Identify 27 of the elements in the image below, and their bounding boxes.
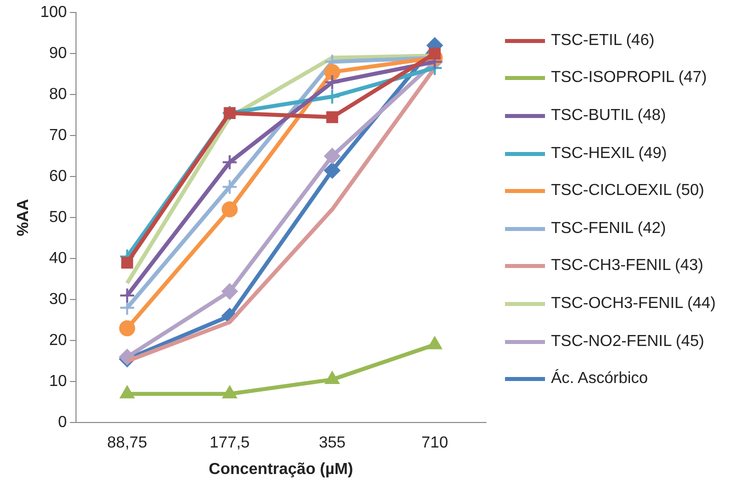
y-tick-label: 30 [49,291,67,308]
y-tick-label: 40 [49,250,67,268]
y-axis-title: %AA [15,198,32,236]
legend-label: TSC-CICLOEXIL (50) [551,182,704,200]
legend-label: TSC-ETIL (46) [551,32,654,50]
y-tick-label: 0 [58,414,67,432]
x-tick-label: 710 [421,434,448,452]
y-tick-label: 20 [49,332,67,350]
y-tick-label: 60 [49,168,67,186]
legend-label: TSC-ISOPROPIL (47) [551,69,707,88]
x-tick-label: 177,5 [210,434,250,452]
legend-label: TSC-HEXIL (49) [551,144,667,163]
y-tick-label: 80 [49,86,67,104]
legend-label: TSC-OCH3-FENIL (44) [551,294,716,313]
x-tick-label: 355 [318,434,346,452]
y-tick-label: 100 [40,4,67,22]
x-tick-label: 88,75 [107,434,148,452]
x-axis-title: Concentração (µM) [208,460,354,478]
legend-label: TSC-BUTIL (48) [551,106,666,125]
y-tick-label: 50 [49,209,67,226]
legend-label: TSC-NO2-FENIL (45) [551,332,704,351]
legend-label: TSC-FENIL (42) [551,220,666,238]
y-tick-label: 70 [49,127,67,144]
y-tick-label: 10 [49,373,67,390]
legend-label: TSC-CH3-FENIL (43) [551,257,704,276]
legend-label: Ác. Ascórbico [551,370,648,388]
y-tick-label: 90 [49,45,67,62]
